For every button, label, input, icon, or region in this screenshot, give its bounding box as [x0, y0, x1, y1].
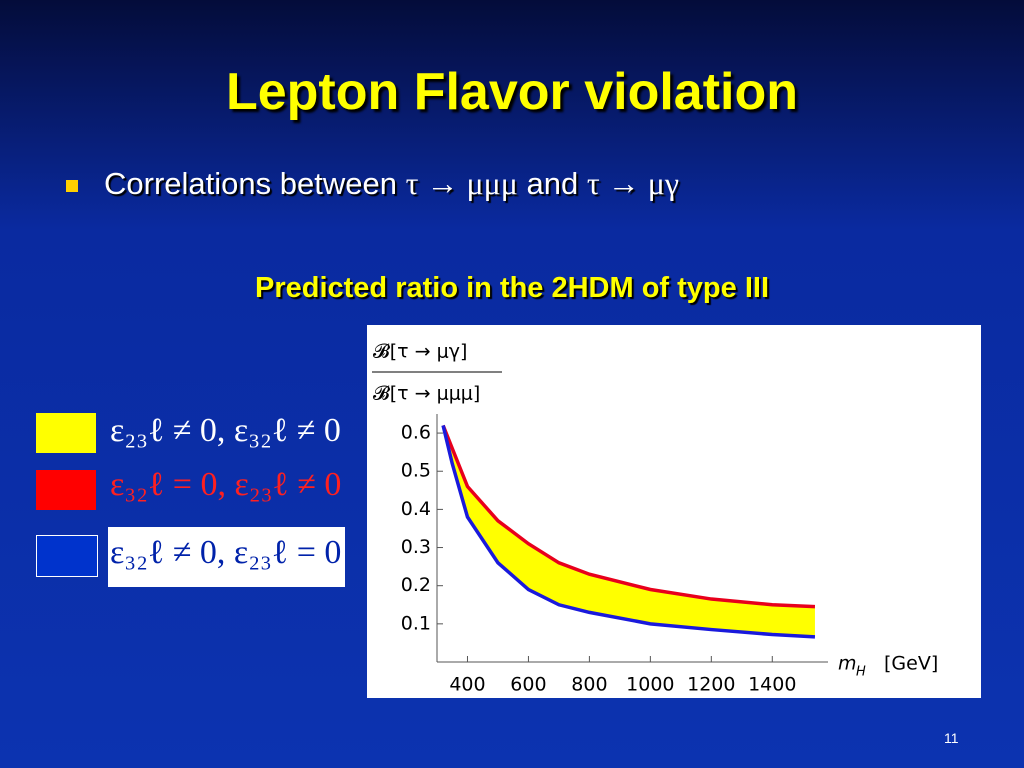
bullet-text: and	[526, 166, 579, 201]
y-tick-label: 0.6	[401, 422, 431, 444]
y-label-numerator: 𝓑[τ → μγ]	[373, 341, 467, 363]
x-tick-label: 800	[571, 674, 607, 696]
process: τ → μμμ	[405, 165, 518, 201]
legend-swatch	[36, 535, 98, 577]
y-tick-label: 0.4	[401, 498, 431, 520]
y-label-denominator: 𝓑[τ → μμμ]	[373, 383, 480, 405]
slide-title: Lepton Flavor violation	[225, 63, 799, 121]
x-label-symbol: m	[838, 653, 857, 675]
process: τ → μγ	[586, 165, 680, 201]
x-tick-label: 400	[449, 674, 485, 696]
legend-label: ε₂₃ℓ ≠ 0, ε₃₂ℓ ≠ 0	[110, 412, 341, 449]
subtitle: Predicted ratio in the 2HDM of type III	[254, 272, 769, 304]
y-tick-label: 0.5	[401, 460, 431, 482]
legend-label: ε₃₂ℓ ≠ 0, ε₂₃ℓ = 0	[110, 534, 342, 571]
legend-swatch	[36, 413, 96, 453]
y-tick-label: 0.3	[401, 536, 431, 558]
x-label-unit: [GeV]	[884, 653, 938, 675]
page-number: 11	[944, 730, 959, 746]
line	[441, 424, 816, 609]
bullet-marker	[66, 180, 78, 192]
y-tick-label: 0.1	[401, 612, 431, 634]
legend-swatch	[36, 470, 96, 510]
bullet-text: Correlations between	[104, 166, 397, 201]
line	[441, 425, 816, 639]
band	[443, 425, 815, 637]
chart-background	[367, 325, 981, 698]
label-box	[108, 527, 345, 587]
x-tick-label: 1200	[687, 674, 735, 696]
chart: 𝓑[τ → μγ] 𝓑[τ → μμμ] m H [GeV] 0.1 0.2 0.3…	[367, 325, 981, 698]
x-tick-label: 1400	[748, 674, 796, 696]
x-tick-label: 600	[510, 674, 546, 696]
bullet: Correlations between τ → μμμ and τ → μγ	[104, 165, 679, 202]
legend-label: ε₃₂ℓ = 0, ε₂₃ℓ ≠ 0	[110, 466, 342, 503]
y-tick-label: 0.2	[401, 574, 431, 596]
x-label-subscript: H	[856, 665, 866, 680]
x-tick-label: 1000	[626, 674, 674, 696]
